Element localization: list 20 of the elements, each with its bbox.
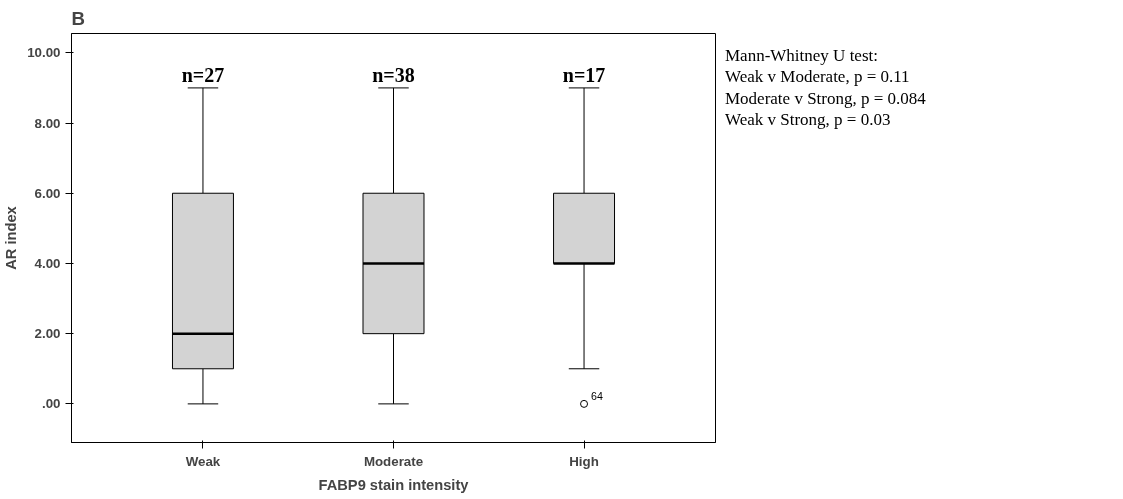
- annotation: n=17: [562, 63, 606, 86]
- x-tick-label: Moderate: [363, 453, 424, 469]
- y-tick-label: 8.00: [34, 115, 61, 131]
- text: Moderate v Strong, p = 0.084: [725, 88, 926, 108]
- y-axis-title: AR index: [3, 205, 20, 270]
- y-tick-label: .00: [41, 396, 61, 412]
- annotation: n=27: [181, 63, 225, 86]
- y-tick-label: 2.00: [34, 326, 61, 342]
- text: Mann-Whitney U test:: [725, 46, 878, 65]
- x-tick-label: High: [569, 453, 599, 469]
- annotation: 64: [591, 389, 603, 402]
- annotation: n=38: [372, 63, 415, 86]
- x-axis-title: FABP9 stain intensity: [318, 476, 470, 493]
- y-tick-label: 10.00: [27, 45, 61, 61]
- x-tick-label: Weak: [185, 453, 221, 469]
- text: Weak v Moderate, p = 0.11: [725, 67, 910, 87]
- chart-title: B: [71, 7, 85, 29]
- text: Weak v Strong, p = 0.03: [725, 109, 891, 129]
- y-tick-label: 6.00: [34, 185, 61, 201]
- y-tick-label: 4.00: [34, 255, 61, 271]
